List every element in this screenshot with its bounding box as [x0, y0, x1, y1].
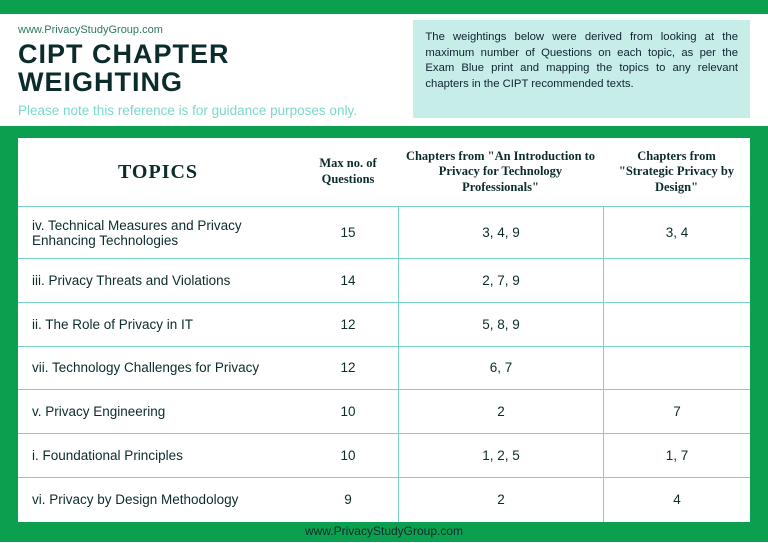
cell-book2: 3, 4 [603, 207, 750, 258]
table-row: iv. Technical Measures and Privacy Enhan… [18, 207, 750, 259]
table-row: iii. Privacy Threats and Violations 14 2… [18, 259, 750, 303]
table-row: i. Foundational Principles 10 1, 2, 5 1,… [18, 434, 750, 478]
header-book2: Chapters from "Strategic Privacy by Desi… [603, 138, 750, 207]
cell-book2: 7 [603, 390, 750, 433]
header-book1: Chapters from "An Introduction to Privac… [398, 138, 603, 207]
cell-book2 [603, 303, 750, 346]
top-accent-bar [0, 0, 768, 14]
cell-topic: v. Privacy Engineering [18, 404, 298, 419]
table-row: ii. The Role of Privacy in IT 12 5, 8, 9 [18, 303, 750, 347]
table-row: vii. Technology Challenges for Privacy 1… [18, 347, 750, 391]
cell-book1: 3, 4, 9 [398, 207, 603, 258]
cell-topic: iv. Technical Measures and Privacy Enhan… [18, 218, 298, 248]
site-url: www.PrivacyStudyGroup.com [18, 24, 399, 36]
cell-book1: 2, 7, 9 [398, 259, 603, 302]
cell-max: 12 [298, 360, 398, 375]
header-left: www.PrivacyStudyGroup.com CIPT CHAPTER W… [18, 20, 399, 118]
header-max-questions: Max no. of Questions [298, 156, 398, 187]
cell-book1: 6, 7 [398, 347, 603, 390]
cell-book1: 5, 8, 9 [398, 303, 603, 346]
table-card: TOPICS Max no. of Questions Chapters fro… [18, 138, 750, 522]
cell-topic: vi. Privacy by Design Methodology [18, 492, 298, 507]
page-title: CIPT CHAPTER WEIGHTING [18, 40, 399, 97]
cell-book2: 1, 7 [603, 434, 750, 477]
cell-topic: i. Foundational Principles [18, 448, 298, 463]
cell-book2 [603, 259, 750, 302]
table-row: v. Privacy Engineering 10 2 7 [18, 390, 750, 434]
table-header-row: TOPICS Max no. of Questions Chapters fro… [18, 138, 750, 208]
cell-topic: vii. Technology Challenges for Privacy [18, 360, 298, 375]
cell-max: 15 [298, 225, 398, 240]
cell-book1: 1, 2, 5 [398, 434, 603, 477]
cell-topic: ii. The Role of Privacy in IT [18, 317, 298, 332]
cell-book1: 2 [398, 478, 603, 522]
table-frame: TOPICS Max no. of Questions Chapters fro… [0, 126, 768, 542]
header-topics: TOPICS [18, 161, 298, 184]
footer-url: www.PrivacyStudyGroup.com [18, 522, 750, 538]
table-row: vi. Privacy by Design Methodology 9 2 4 [18, 478, 750, 522]
cell-book2 [603, 347, 750, 390]
cell-max: 14 [298, 273, 398, 288]
cell-max: 10 [298, 404, 398, 419]
cell-max: 12 [298, 317, 398, 332]
cell-max: 9 [298, 492, 398, 507]
subtitle: Please note this reference is for guidan… [18, 103, 399, 118]
cell-max: 10 [298, 448, 398, 463]
cell-book1: 2 [398, 390, 603, 433]
header: www.PrivacyStudyGroup.com CIPT CHAPTER W… [0, 14, 768, 118]
cell-topic: iii. Privacy Threats and Violations [18, 273, 298, 288]
info-box: The weightings below were derived from l… [413, 20, 750, 118]
cell-book2: 4 [603, 478, 750, 522]
